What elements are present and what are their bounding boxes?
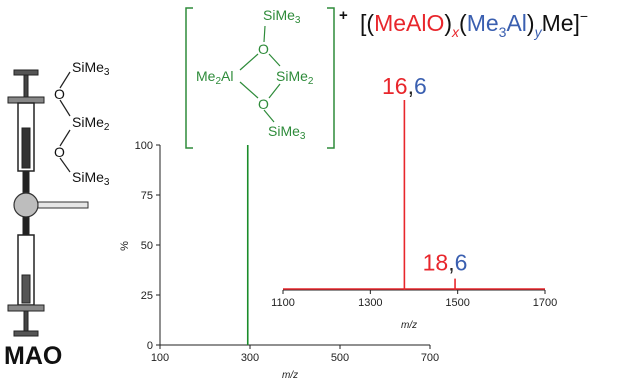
anion-open: [( <box>360 10 375 36</box>
top-plunger-cap <box>13 69 39 76</box>
main-y-tick-label: 0 <box>147 340 153 352</box>
cation-atom-5: O <box>258 96 269 112</box>
inset-peak-label: 18,6 <box>423 250 468 276</box>
main-chart: 0 25 50 75 100 100 300 500 700 % <box>119 140 439 364</box>
inset-x-tick-label: 1300 <box>358 297 382 309</box>
mao-siloxane-structure: SiMe3 O SiMe2 O SiMe3 <box>54 59 110 188</box>
main-axes <box>156 144 431 349</box>
syringe-apparatus <box>7 69 89 337</box>
top-barrel-flange <box>7 96 45 104</box>
main-y-tick-label: 75 <box>141 190 153 202</box>
inset-axes <box>282 288 546 294</box>
inset-x-tick-label: 1700 <box>533 297 557 309</box>
inset-x-tick-label: 1100 <box>271 297 295 309</box>
anion-unit2: Me <box>466 10 499 36</box>
bottom-plunger-cap <box>13 330 39 337</box>
cation-atom-1: SiMe3 <box>263 7 301 26</box>
cation-right-bracket <box>327 7 335 149</box>
mao-title: MAO <box>4 342 63 370</box>
top-plunger-rod <box>23 74 29 98</box>
mao-atom-5: SiMe3 <box>72 169 110 188</box>
mao-atom-3: SiMe2 <box>72 114 110 133</box>
inset-peaks <box>403 100 456 290</box>
cation-atom-3: Me2Al <box>196 68 233 87</box>
top-barrel-liquid <box>21 127 31 169</box>
mao-atom-4: O <box>54 144 65 160</box>
cation-left-bracket <box>185 7 193 149</box>
inset-peak-label: 16,6 <box>382 73 427 99</box>
bottom-plunger-rod <box>23 310 29 332</box>
inset-x-tick-label: 1500 <box>445 297 469 309</box>
inset-tick-labels: 1100 1300 1500 1700 <box>271 297 557 309</box>
anion-charge: − <box>579 8 589 24</box>
bottom-barrel-flange <box>7 304 45 312</box>
anion-close2: ) <box>526 10 535 36</box>
cation-structure <box>185 7 335 149</box>
inset-x-axis-label: m/z <box>401 320 418 331</box>
cation-atom-2: O <box>258 41 269 57</box>
anion-unit1: MeAlO <box>374 10 445 36</box>
anion-tail: Me] <box>541 10 580 36</box>
main-y-tick-label: 50 <box>141 240 153 252</box>
top-needle <box>22 170 30 194</box>
inset-peak-labels: 16,6 18,6 <box>382 73 467 276</box>
anion-unit2-end: Al <box>506 10 527 36</box>
cation-atom-4: SiMe2 <box>276 68 314 87</box>
anion-sub-y: y <box>534 24 542 40</box>
valve-body <box>13 192 39 218</box>
inset-chart: 1100 1300 1500 1700 16,6 18,6 <box>271 73 557 309</box>
main-y-tick-label: 100 <box>135 140 153 152</box>
mao-atom-2: O <box>54 86 65 102</box>
anion-open2: ( <box>459 10 467 36</box>
main-x-tick-label: 100 <box>151 352 169 364</box>
main-x-axis-label: m/z <box>282 370 299 381</box>
main-y-tick-label: 25 <box>141 290 153 302</box>
anion-sub-x: x <box>452 24 460 40</box>
valve-side-arm <box>37 201 89 209</box>
mao-atom-1: SiMe3 <box>72 59 110 78</box>
main-y-axis-label: % <box>119 241 131 251</box>
cation-charge: + <box>339 7 348 24</box>
bottom-barrel-liquid <box>21 274 31 304</box>
main-x-tick-label: 300 <box>241 352 259 364</box>
valve-lower-stem <box>22 216 30 236</box>
cation-atom-6: SiMe3 <box>268 123 306 142</box>
main-tick-labels: 0 25 50 75 100 100 300 500 700 <box>135 140 440 364</box>
anion-unit2-sub: 3 <box>498 24 507 40</box>
anion-formula: [(MeAlO)x(Me3Al)yMe]− <box>360 8 588 40</box>
cation-atoms: SiMe3 O Me2Al SiMe2 O SiMe3 <box>196 7 314 142</box>
main-x-tick-label: 700 <box>421 352 439 364</box>
main-x-tick-label: 500 <box>331 352 349 364</box>
anion-close1: ) <box>444 10 453 36</box>
